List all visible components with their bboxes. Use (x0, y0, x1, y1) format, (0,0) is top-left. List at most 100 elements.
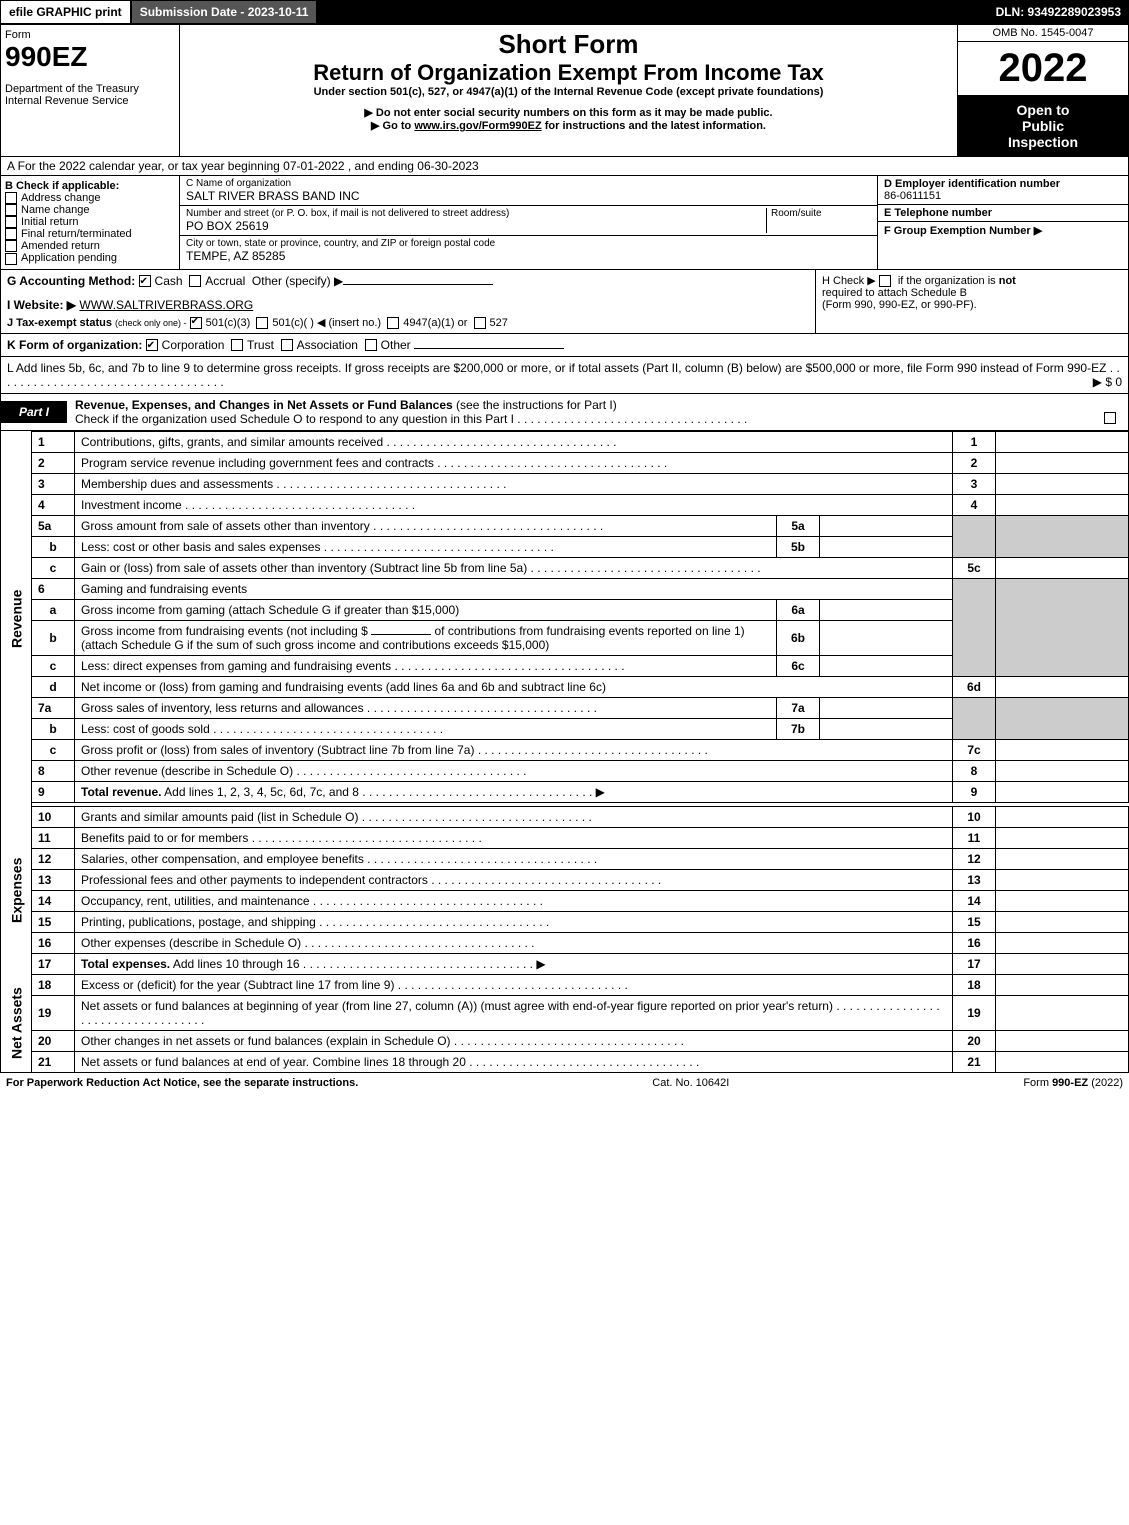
rnum-21: 21 (953, 1051, 996, 1072)
section-def: D Employer identification number 86-0611… (877, 176, 1128, 269)
shaded-5 (953, 515, 996, 557)
dept-irs: Internal Revenue Service (5, 95, 175, 107)
table-row: 7a Gross sales of inventory, less return… (1, 697, 1129, 718)
form-number: 990EZ (5, 41, 175, 73)
table-row: c Gain or (loss) from sale of assets oth… (1, 557, 1129, 578)
lnum-11: 11 (32, 827, 75, 848)
ldesc-7b: Less: cost of goods sold (75, 718, 777, 739)
street-label: Number and street (or P. O. box, if mail… (186, 208, 766, 219)
lnum-9: 9 (32, 781, 75, 802)
part1-tab: Part I (1, 401, 67, 423)
form-title: Return of Organization Exempt From Incom… (184, 60, 953, 86)
footer-form-number: 990-EZ (1052, 1077, 1088, 1089)
rval-9 (996, 781, 1129, 802)
shaded-6 (953, 578, 996, 676)
lnum-14: 14 (32, 890, 75, 911)
opt-501c: 501(c)( ) ◀ (insert no.) (272, 317, 381, 329)
rnum-16: 16 (953, 932, 996, 953)
rnum-2: 2 (953, 452, 996, 473)
table-row: Expenses 10 Grants and similar amounts p… (1, 806, 1129, 827)
chk-schedule-b[interactable] (879, 275, 891, 287)
lnum-3: 3 (32, 473, 75, 494)
part1-title: Revenue, Expenses, and Changes in Net As… (75, 398, 453, 412)
table-row: Revenue 1 Contributions, gifts, grants, … (1, 431, 1129, 452)
lnum-6: 6 (32, 578, 75, 599)
ldesc-7a: Gross sales of inventory, less returns a… (75, 697, 777, 718)
lnum-7b: b (32, 718, 75, 739)
table-row: 3 Membership dues and assessments 3 (1, 473, 1129, 494)
rnum-19: 19 (953, 995, 996, 1030)
box-7b: 7b (777, 718, 820, 739)
opt-final-return: Final return/terminated (21, 228, 132, 240)
chk-application-pending[interactable]: Application pending (5, 252, 175, 264)
lnum-21: 21 (32, 1051, 75, 1072)
part1-check-dots (517, 412, 747, 426)
rval-18 (996, 974, 1129, 995)
inspect-line1: Open to (964, 102, 1122, 118)
side-revenue: Revenue (1, 431, 32, 806)
chk-association[interactable] (281, 339, 293, 351)
h-text1: H Check ▶ (822, 275, 876, 287)
rval-13 (996, 869, 1129, 890)
rval-2 (996, 452, 1129, 473)
l6b-amount-input[interactable] (371, 634, 431, 635)
h-not: not (999, 275, 1016, 287)
opt-corporation: Corporation (162, 338, 225, 352)
table-row: 6 Gaming and fundraising events (1, 578, 1129, 599)
table-row: 19 Net assets or fund balances at beginn… (1, 995, 1129, 1030)
org-street: PO BOX 25619 (186, 219, 766, 233)
org-city: TEMPE, AZ 85285 (186, 249, 871, 263)
opt-527: 527 (490, 317, 508, 329)
chk-trust[interactable] (231, 339, 243, 351)
chk-address-change[interactable]: Address change (5, 192, 175, 204)
chk-4947[interactable] (387, 317, 399, 329)
chk-other-org[interactable] (365, 339, 377, 351)
lnum-5a: 5a (32, 515, 75, 536)
irs-link[interactable]: www.irs.gov/Form990EZ (414, 120, 541, 132)
omb-number: OMB No. 1545-0047 (958, 25, 1128, 42)
lnum-18: 18 (32, 974, 75, 995)
rval-19 (996, 995, 1129, 1030)
lnum-10: 10 (32, 806, 75, 827)
ldesc-15: Printing, publications, postage, and shi… (75, 911, 953, 932)
note-goto-pre: ▶ Go to (371, 120, 414, 132)
part1-check-line: Check if the organization used Schedule … (75, 412, 514, 426)
website-link[interactable]: WWW.SALTRIVERBRASS.ORG (79, 298, 253, 312)
chk-cash[interactable] (139, 275, 151, 287)
chk-name-change[interactable]: Name change (5, 204, 175, 216)
chk-schedule-o[interactable] (1104, 412, 1116, 424)
lnum-19: 19 (32, 995, 75, 1030)
other-specify-input[interactable] (343, 284, 493, 285)
ldesc-3: Membership dues and assessments (75, 473, 953, 494)
chk-501c[interactable] (256, 317, 268, 329)
rval-14 (996, 890, 1129, 911)
table-row: 11 Benefits paid to or for members 11 (1, 827, 1129, 848)
rval-1 (996, 431, 1129, 452)
side-expenses: Expenses (1, 806, 32, 974)
i-label: I Website: ▶ (7, 298, 76, 312)
chk-501c3[interactable] (190, 317, 202, 329)
j-label: J Tax-exempt status (7, 317, 112, 329)
table-row: 5a Gross amount from sale of assets othe… (1, 515, 1129, 536)
chk-corporation[interactable] (146, 339, 158, 351)
chk-initial-return[interactable]: Initial return (5, 216, 175, 228)
rval-21 (996, 1051, 1129, 1072)
opt-amended-return: Amended return (21, 240, 100, 252)
note-ssn: ▶ Do not enter social security numbers o… (184, 106, 953, 119)
form-label: Form (5, 29, 175, 41)
box-7a: 7a (777, 697, 820, 718)
chk-527[interactable] (474, 317, 486, 329)
chk-final-return[interactable]: Final return/terminated (5, 228, 175, 240)
table-row: 9 Total revenue. Add lines 1, 2, 3, 4, 5… (1, 781, 1129, 802)
l6b-1: Gross income from fundraising events (no… (81, 624, 368, 638)
opt-initial-return: Initial return (21, 216, 78, 228)
rval-6d (996, 676, 1129, 697)
ldesc-8: Other revenue (describe in Schedule O) (75, 760, 953, 781)
rval-16 (996, 932, 1129, 953)
other-org-input[interactable] (414, 348, 564, 349)
chk-accrual[interactable] (189, 275, 201, 287)
lnum-17: 17 (32, 953, 75, 974)
lnum-6a: a (32, 599, 75, 620)
chk-amended-return[interactable]: Amended return (5, 240, 175, 252)
rnum-7c: 7c (953, 739, 996, 760)
